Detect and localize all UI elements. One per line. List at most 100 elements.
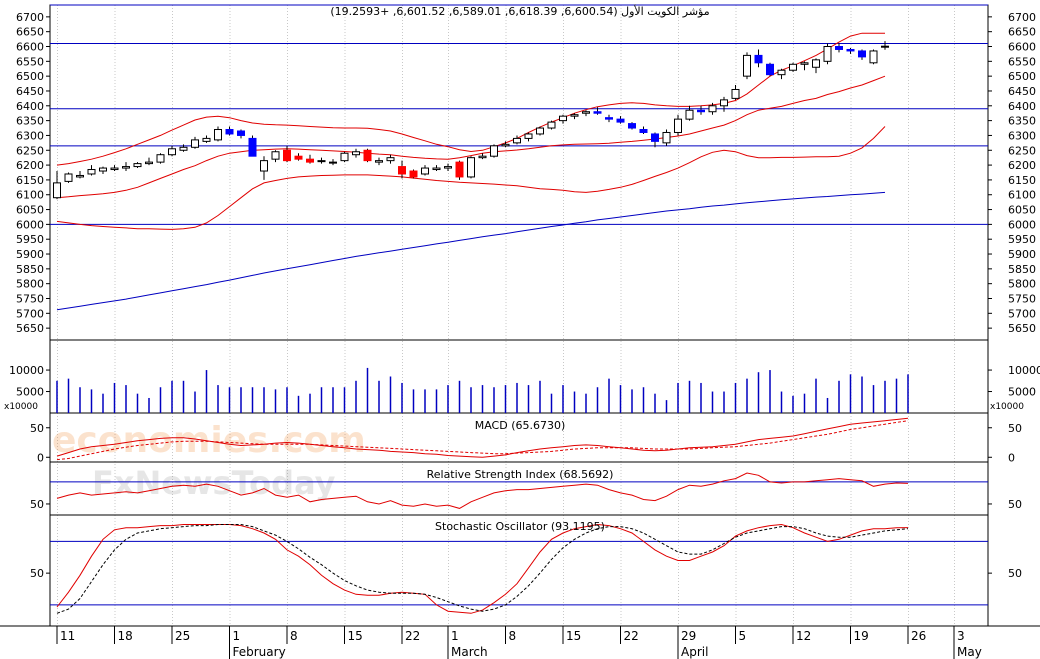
candle-body: [858, 50, 866, 58]
price-tick-label-left: 6650: [16, 26, 44, 39]
candle-body: [110, 167, 119, 171]
candle-body: [639, 129, 648, 133]
candle-body: [662, 131, 671, 144]
volume-unit-right: x10000: [990, 402, 1024, 412]
price-tick-label-left: 6200: [16, 159, 44, 172]
candle-body: [501, 143, 510, 147]
candle-body: [536, 127, 544, 135]
price-tick-label-right: 5800: [1008, 278, 1036, 291]
price-tick-label-left: 6700: [16, 11, 44, 24]
price-tick-label-right: 6000: [1008, 218, 1036, 231]
candle-body: [881, 45, 889, 48]
price-tick-label-right: 5650: [1008, 322, 1036, 335]
price-overlay-line-3: [56, 191, 886, 311]
candle-body: [731, 88, 740, 99]
candle-body: [306, 158, 314, 163]
panel-border-price: [49, 4, 989, 341]
candle-body: [582, 111, 590, 114]
candle-body: [616, 118, 625, 123]
x-day-label: 29: [681, 629, 696, 643]
stochastic-title: Stochastic Oscillator (93.1195): [435, 520, 605, 533]
rsi-line-0: [56, 472, 909, 509]
volume-unit-left: x10000: [4, 402, 38, 412]
price-tick-label-right: 6550: [1008, 55, 1036, 68]
x-day-label: 15: [348, 629, 363, 643]
x-day-label: 8: [290, 629, 298, 643]
candle-body: [122, 166, 130, 169]
price-tick-label-left: 5700: [16, 307, 44, 320]
watermark-fxnewstoday: FxNewsToday: [92, 464, 336, 502]
candle-body: [271, 151, 280, 160]
candle-body: [570, 114, 579, 117]
candle-body: [294, 155, 303, 160]
candle-body: [800, 62, 809, 65]
price-tick-label-right: 6100: [1008, 189, 1036, 202]
price-tick-label-left: 6500: [16, 70, 44, 83]
price-tick-label-left: 5850: [16, 263, 44, 276]
candle-body: [145, 161, 153, 165]
candle-body: [513, 137, 521, 144]
candle-body: [708, 105, 717, 113]
price-tick-label-right: 6300: [1008, 129, 1036, 142]
price-tick-label-right: 5700: [1008, 307, 1036, 320]
candle-body: [766, 63, 774, 76]
candle-body: [260, 160, 268, 172]
candle-body: [64, 173, 73, 182]
volume-tick-label-left: 5000: [16, 386, 44, 399]
price-tick-label-right: 5900: [1008, 248, 1036, 261]
rsi-tick-label-left: 50: [30, 498, 44, 511]
x-day-label: 15: [566, 629, 581, 643]
price-tick-label-left: 6000: [16, 218, 44, 231]
x-day-label: 8: [509, 629, 517, 643]
x-day-label: 26: [911, 629, 926, 643]
price-tick-label-left: 5650: [16, 322, 44, 335]
candle-body: [547, 121, 556, 129]
stoch-tick-label-left: 50: [30, 567, 44, 580]
x-month-label: April: [681, 645, 708, 659]
x-day-label: 18: [118, 629, 133, 643]
rsi-panel: 50 50: [30, 472, 1022, 511]
candle-body: [87, 169, 96, 175]
price-tick-label-left: 6050: [16, 204, 44, 217]
candle-body: [409, 170, 418, 178]
price-overlay-line-1: [56, 75, 886, 199]
candle-body: [467, 157, 475, 178]
watermark: economies.com FxNewsToday: [52, 420, 366, 502]
price-title: مؤشر الكويت الأول (6,600.54, 6,618.39, 6…: [330, 4, 709, 18]
candle-body: [283, 149, 291, 162]
macd-line-1: [56, 420, 909, 461]
price-tick-label-right: 5850: [1008, 263, 1036, 276]
x-day-label: 1: [233, 629, 241, 643]
volume-panel: 5000 5000 10000 10000: [9, 364, 1040, 413]
price-tick-label-left: 5900: [16, 248, 44, 261]
stochastic-panel: 50 50: [30, 523, 1022, 614]
price-tick-label-left: 6100: [16, 189, 44, 202]
panel-border-volume: [49, 339, 989, 414]
candle-body: [99, 167, 107, 172]
watermark-economies: economies.com: [52, 420, 366, 461]
price-tick-label-left: 5950: [16, 233, 44, 246]
candle-body: [179, 146, 188, 151]
candle-body: [720, 99, 728, 107]
rsi-title: Relative Strength Index (68.5692): [427, 468, 614, 481]
candle-body: [202, 137, 211, 142]
candle-body: [823, 46, 832, 62]
candle-body: [363, 149, 372, 162]
price-tick-label-right: 6500: [1008, 70, 1036, 83]
candle-body: [628, 123, 636, 129]
candle-body: [352, 151, 360, 156]
candle-body: [317, 160, 326, 163]
candle-body: [478, 155, 487, 159]
price-tick-label-left: 5800: [16, 278, 44, 291]
price-tick-label-right: 6650: [1008, 26, 1036, 39]
x-day-label: 19: [854, 629, 869, 643]
macd-tick-label-left: 0: [37, 451, 44, 464]
candle-body: [846, 48, 855, 52]
price-overlay-line-2: [56, 126, 886, 230]
x-day-label: 3: [957, 629, 965, 643]
candle-body: [329, 161, 337, 164]
candle-body: [490, 145, 498, 157]
macd-panel: 0 0 50 50: [30, 417, 1022, 464]
